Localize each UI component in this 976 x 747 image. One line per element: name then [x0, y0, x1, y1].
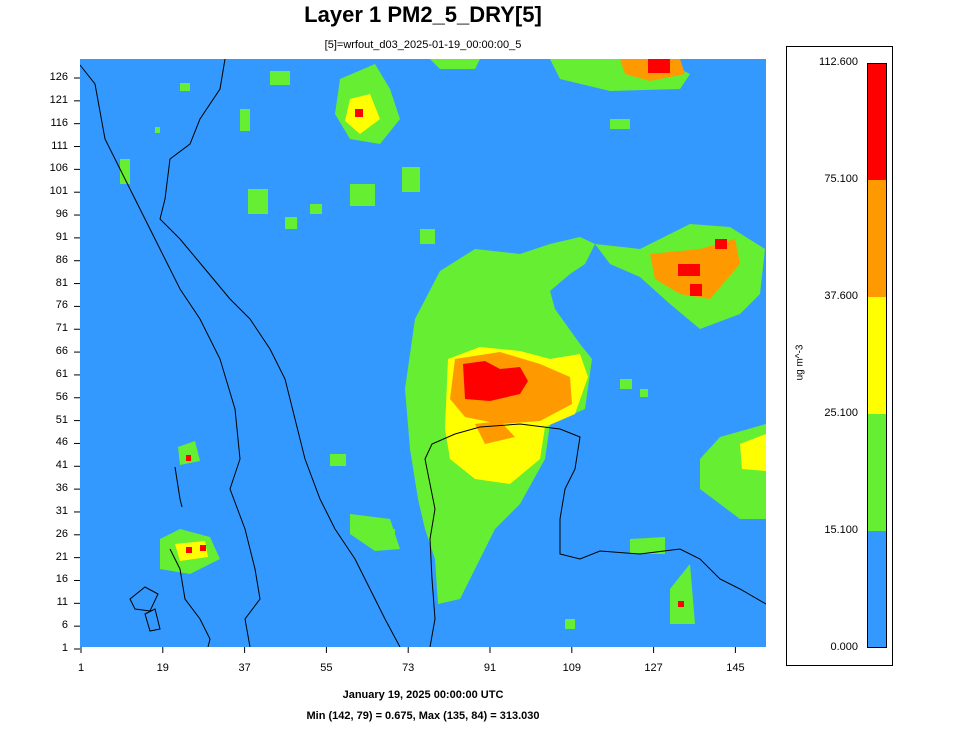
x-tick-label: 145 — [726, 662, 745, 674]
colorbar-segment — [867, 414, 887, 531]
colorbar-segment — [867, 63, 887, 180]
y-tick-label: 46 — [55, 436, 68, 449]
colorbar-frame — [867, 63, 887, 648]
x-tick-label: 109 — [562, 662, 581, 674]
colorbar-segment — [867, 297, 887, 414]
y-tick-label: 71 — [55, 322, 68, 335]
footer-stats: Min (142, 79) = 0.675, Max (135, 84) = 3… — [306, 710, 540, 722]
y-tick-label: 76 — [55, 299, 68, 312]
map-subtitle: [5]=wrfout_d03_2025-01-19_00:00:00_5 — [324, 39, 522, 51]
y-tick-label: 106 — [49, 162, 68, 175]
colorbar-label: 25.100 — [824, 407, 858, 419]
x-tick-label: 55 — [320, 662, 333, 674]
y-tick-label: 26 — [55, 527, 68, 540]
x-tick-label: 91 — [483, 662, 497, 674]
x-tick-label: 127 — [644, 662, 663, 674]
map-title: Layer 1 PM2_5_DRY[5] — [304, 2, 542, 27]
y-tick-label: 86 — [55, 253, 68, 266]
colorbar-segment — [867, 180, 887, 297]
y-tick-label: 56 — [55, 390, 68, 403]
y-tick-label: 31 — [55, 504, 68, 517]
legend-panel — [786, 46, 893, 666]
y-tick-label: 101 — [49, 185, 68, 198]
x-tick-label: 37 — [238, 662, 251, 674]
x-tick-label: 73 — [402, 662, 415, 674]
footer-date: January 19, 2025 00:00:00 UTC — [342, 689, 504, 701]
southwest-plume — [160, 441, 220, 574]
y-tick-label: 21 — [55, 550, 68, 563]
y-tick-label: 111 — [51, 139, 68, 152]
colorbar-label: 75.100 — [824, 173, 858, 185]
y-tick-label: 66 — [55, 345, 68, 358]
colorbar-label: 15.100 — [824, 524, 858, 536]
southeast-plumes — [350, 424, 766, 624]
y-tick-label: 41 — [55, 459, 68, 472]
colorbar-label: 112.600 — [819, 56, 858, 68]
x-tick-label: 19 — [156, 662, 169, 674]
y-tick-label: 126 — [49, 71, 68, 83]
y-tick-label: 121 — [49, 93, 68, 106]
x-tick-label: 1 — [77, 662, 85, 674]
y-tick-label: 11 — [56, 596, 68, 609]
colorbar-label: 0.000 — [830, 641, 858, 653]
pm25-map — [80, 59, 766, 647]
top-plumes — [335, 59, 690, 144]
colorbar — [867, 63, 887, 648]
colorbar-segment — [867, 531, 887, 648]
y-tick-label: 116 — [50, 116, 68, 129]
y-tick-label: 91 — [55, 230, 68, 243]
y-tick-label: 81 — [55, 276, 68, 289]
units-label: ug m^-3 — [794, 344, 806, 381]
y-tick-label: 6 — [61, 619, 68, 632]
y-tick-label: 16 — [55, 573, 68, 586]
northeast-plume — [650, 239, 740, 299]
y-tick-label: 96 — [55, 208, 68, 221]
scattered-cells — [120, 71, 648, 629]
y-tick-label: 36 — [55, 482, 68, 495]
y-tick-label: 1 — [61, 642, 68, 654]
coastlines — [80, 59, 766, 647]
colorbar-label: 37.600 — [824, 290, 858, 302]
y-tick-label: 51 — [55, 413, 68, 426]
y-tick-label: 61 — [55, 367, 68, 380]
